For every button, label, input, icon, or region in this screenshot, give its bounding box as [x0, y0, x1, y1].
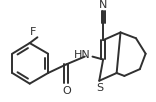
Text: F: F	[30, 27, 37, 37]
Text: N: N	[99, 0, 107, 10]
Text: O: O	[62, 86, 71, 96]
Text: S: S	[97, 83, 104, 93]
Text: HN: HN	[73, 50, 90, 60]
